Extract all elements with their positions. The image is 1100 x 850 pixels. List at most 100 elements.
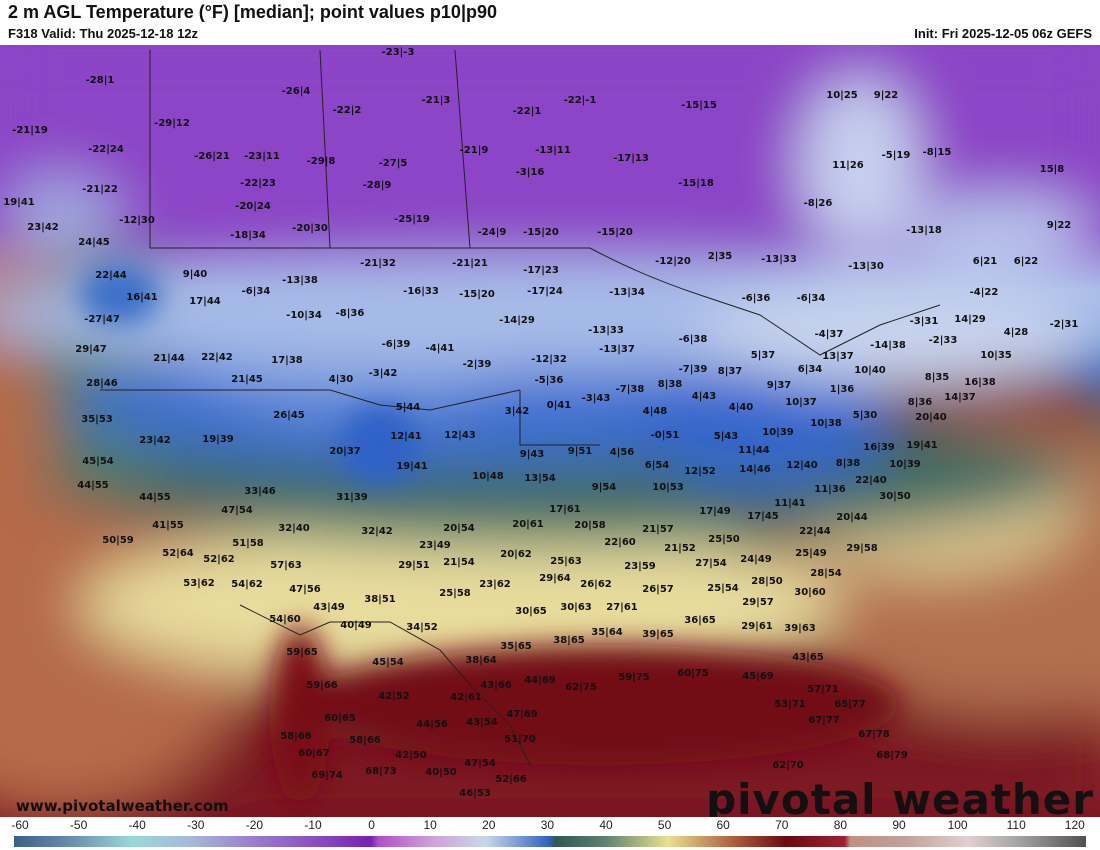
valid-time: F318 Valid: Thu 2025-12-18 12z xyxy=(8,26,199,41)
point-value-label: 35|53 xyxy=(81,414,113,425)
point-value-label: 6|21 xyxy=(972,256,998,267)
point-value-label: -15|18 xyxy=(678,178,714,189)
point-value-label: 65|77 xyxy=(834,699,866,710)
point-value-label: -7|39 xyxy=(678,364,708,375)
point-value-label: 28|50 xyxy=(751,576,783,587)
point-value-label: 11|41 xyxy=(774,498,806,509)
point-value-label: -3|43 xyxy=(581,393,611,404)
colorbar-tick-label: 80 xyxy=(833,818,848,832)
point-value-label: 21|57 xyxy=(642,524,674,535)
point-value-label: -4|41 xyxy=(425,343,455,354)
point-value-label: 14|29 xyxy=(954,314,986,325)
point-value-label: 30|60 xyxy=(794,587,826,598)
colorbar-tick-label: -60 xyxy=(11,818,29,832)
colorbar-tick-labels: -60 -50 -40 -30 -20 -10 0 10 20 30 40 50 60 70 80 90 100… xyxy=(0,818,1100,834)
point-value-label: -2|31 xyxy=(1049,319,1079,330)
point-value-label: -21|3 xyxy=(421,95,451,106)
colorbar-tick-label: -50 xyxy=(69,818,88,832)
point-value-label: 10|37 xyxy=(785,397,817,408)
temperature-field xyxy=(0,45,1100,817)
point-value-label: -6|39 xyxy=(381,339,411,350)
point-value-label: 42|61 xyxy=(450,692,482,703)
point-value-label: 12|52 xyxy=(684,466,716,477)
point-value-label: 13|54 xyxy=(524,473,556,484)
point-value-label: 29|64 xyxy=(539,573,571,584)
colorbar-tick-label: -40 xyxy=(128,818,146,832)
point-value-label: -3|42 xyxy=(368,368,398,379)
point-value-label: -13|34 xyxy=(609,287,645,298)
point-value-label: 40|49 xyxy=(340,620,372,631)
point-value-label: 31|39 xyxy=(336,492,368,503)
colorbar-tick-label: 70 xyxy=(775,818,789,832)
point-value-label: 4|48 xyxy=(642,406,668,417)
point-value-label: 8|38 xyxy=(657,379,683,390)
point-value-label: 5|43 xyxy=(713,431,739,442)
point-value-label: 29|61 xyxy=(741,621,773,632)
point-value-label: 23|49 xyxy=(419,540,451,551)
point-value-label: 28|54 xyxy=(810,568,842,579)
point-value-label: 25|58 xyxy=(439,588,471,599)
temperature-colorbar xyxy=(14,836,1086,847)
point-value-label: -22|24 xyxy=(88,144,124,155)
colorbar-tick-label: 60 xyxy=(716,818,730,832)
point-value-label: 46|53 xyxy=(459,788,491,799)
point-value-label: 68|79 xyxy=(876,750,908,761)
point-value-label: -12|30 xyxy=(119,215,155,226)
point-value-label: 52|64 xyxy=(162,548,194,559)
point-value-label: -21|21 xyxy=(452,258,488,269)
point-value-label: 20|37 xyxy=(329,446,361,457)
point-value-label: 6|22 xyxy=(1013,256,1039,267)
point-value-label: 13|37 xyxy=(822,351,854,362)
point-value-label: -14|38 xyxy=(870,340,906,351)
point-value-label: 2|35 xyxy=(707,251,733,262)
point-value-label: 16|41 xyxy=(126,292,158,303)
point-value-label: -13|33 xyxy=(761,254,797,265)
point-value-label: 32|40 xyxy=(278,523,310,534)
point-value-label: 9|43 xyxy=(519,449,545,460)
point-value-label: 23|42 xyxy=(139,435,171,446)
point-value-label: -4|22 xyxy=(969,287,999,298)
point-value-label: 20|62 xyxy=(500,549,532,560)
point-value-label: 23|62 xyxy=(479,579,511,590)
point-value-label: -29|8 xyxy=(306,156,336,167)
point-value-label: 1|36 xyxy=(829,384,855,395)
point-value-label: 3|42 xyxy=(504,406,530,417)
point-value-label: -18|34 xyxy=(230,230,266,241)
point-value-label: 25|50 xyxy=(708,534,740,545)
point-value-label: 45|54 xyxy=(82,456,114,467)
point-value-label: 52|66 xyxy=(495,774,527,785)
point-value-label: -6|34 xyxy=(796,293,826,304)
point-value-label: 59|66 xyxy=(306,680,338,691)
point-value-label: 8|35 xyxy=(924,372,950,383)
point-value-label: 21|52 xyxy=(664,543,696,554)
point-value-label: -23|-3 xyxy=(381,47,415,58)
point-value-label: -21|32 xyxy=(360,258,396,269)
point-value-label: 19|41 xyxy=(396,461,428,472)
point-value-label: 36|65 xyxy=(684,615,716,626)
map-title: 2 m AGL Temperature (°F) [median]; point… xyxy=(8,2,497,22)
point-value-label: 67|78 xyxy=(858,729,890,740)
point-value-label: -24|9 xyxy=(477,227,507,238)
point-value-label: 53|71 xyxy=(774,699,806,710)
point-value-label: -12|20 xyxy=(655,256,691,267)
point-value-label: 43|54 xyxy=(466,717,498,728)
point-value-label: 22|40 xyxy=(855,475,887,486)
point-value-label: 35|64 xyxy=(591,627,623,638)
point-value-label: -0|51 xyxy=(650,430,680,441)
point-value-label: 10|53 xyxy=(652,482,684,493)
point-value-label: -4|37 xyxy=(814,329,844,340)
point-value-label: -5|36 xyxy=(534,375,564,386)
point-value-label: -8|26 xyxy=(803,198,833,209)
point-value-label: -28|9 xyxy=(362,180,392,191)
temperature-map[interactable]: -28|1 -26|4 -23|-3 -21|3 -22|2 -22|1 -22|-1 -15… xyxy=(0,45,1100,817)
point-value-label: 30|63 xyxy=(560,602,592,613)
colorbar-tick-label: 120 xyxy=(1064,818,1085,832)
point-value-label: 21|45 xyxy=(231,374,263,385)
point-value-label: -17|23 xyxy=(523,265,559,276)
point-value-label: 6|34 xyxy=(797,364,823,375)
borders xyxy=(100,49,941,766)
point-value-label: 12|40 xyxy=(786,460,818,471)
point-value-label: -26|4 xyxy=(281,86,311,97)
point-value-label: 60|75 xyxy=(677,668,709,679)
point-value-label: 19|41 xyxy=(906,440,938,451)
